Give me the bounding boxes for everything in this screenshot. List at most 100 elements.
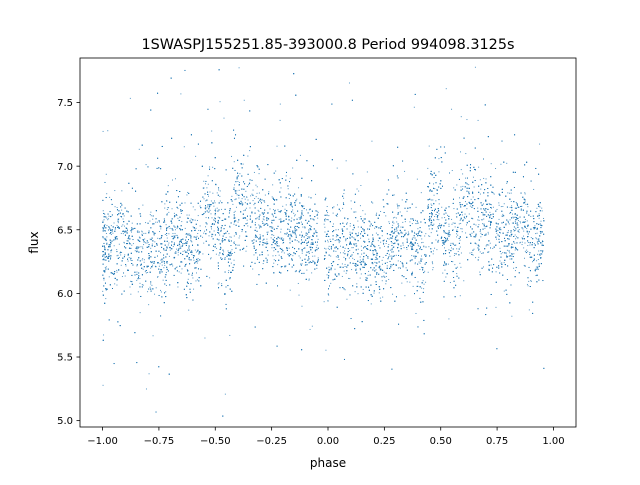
data-point <box>310 242 312 244</box>
data-point <box>342 246 344 248</box>
data-point <box>539 253 541 255</box>
data-point <box>245 190 247 192</box>
data-point <box>213 219 215 221</box>
data-point <box>496 208 498 210</box>
data-point <box>195 155 197 157</box>
data-point <box>184 250 186 252</box>
data-point <box>195 236 197 238</box>
data-point <box>266 219 268 221</box>
data-point <box>406 240 408 242</box>
data-point <box>180 93 182 95</box>
data-point <box>366 171 368 173</box>
data-point <box>509 212 511 214</box>
data-point <box>283 252 285 254</box>
data-point <box>532 261 534 263</box>
data-point <box>275 170 277 172</box>
data-point <box>207 211 209 213</box>
data-point <box>187 191 189 193</box>
data-point <box>378 245 380 247</box>
data-point <box>483 177 485 179</box>
data-point <box>479 193 481 195</box>
data-point <box>316 244 318 246</box>
data-point <box>121 225 123 227</box>
data-point <box>216 207 218 209</box>
data-point <box>277 264 279 266</box>
data-point <box>528 309 530 311</box>
data-point <box>401 199 403 201</box>
data-point <box>500 206 502 208</box>
data-point <box>233 223 235 225</box>
data-point <box>294 271 296 273</box>
data-point <box>188 233 190 235</box>
data-point <box>298 294 300 296</box>
data-point <box>479 179 481 181</box>
data-point <box>353 237 355 239</box>
data-point <box>424 270 426 272</box>
data-point <box>114 190 116 192</box>
data-point <box>412 243 414 245</box>
data-point <box>437 217 439 219</box>
data-point <box>335 229 337 231</box>
data-point <box>460 169 462 171</box>
data-point <box>106 217 108 219</box>
data-point <box>304 264 306 266</box>
data-point <box>339 236 341 238</box>
data-point <box>272 226 274 228</box>
data-point <box>259 234 261 236</box>
data-point <box>103 334 105 336</box>
data-point <box>154 241 156 243</box>
data-point <box>134 250 136 252</box>
data-point <box>501 262 503 264</box>
data-point <box>510 246 512 248</box>
data-point <box>314 255 316 257</box>
data-point <box>541 251 543 253</box>
data-point <box>291 206 293 208</box>
data-point <box>145 232 147 234</box>
data-point <box>456 236 458 238</box>
data-point <box>478 166 480 168</box>
data-point <box>431 174 433 176</box>
data-point <box>301 231 303 233</box>
data-point <box>251 220 253 222</box>
data-point <box>118 243 120 245</box>
data-point <box>238 181 240 183</box>
data-point <box>378 292 380 294</box>
data-point <box>192 226 194 228</box>
data-point <box>131 244 133 246</box>
data-point <box>385 243 387 244</box>
data-point <box>142 284 144 286</box>
data-point <box>227 272 229 274</box>
data-point <box>536 207 538 209</box>
data-point <box>433 183 435 185</box>
data-point <box>334 274 336 276</box>
data-point <box>168 255 170 257</box>
data-point <box>104 224 106 226</box>
data-point <box>214 209 216 211</box>
data-point <box>245 207 247 209</box>
data-point <box>392 221 394 223</box>
data-point <box>267 250 269 252</box>
data-point <box>519 221 521 223</box>
data-point <box>190 239 192 241</box>
data-point <box>428 145 430 147</box>
data-point <box>473 248 475 250</box>
data-point <box>210 258 212 260</box>
data-point <box>279 103 281 105</box>
data-point <box>406 281 408 283</box>
data-point <box>399 211 401 213</box>
data-point <box>314 249 316 251</box>
data-point <box>172 246 174 248</box>
data-point <box>376 226 378 228</box>
data-point <box>214 202 216 204</box>
data-point <box>383 239 385 241</box>
data-point <box>380 269 382 271</box>
data-point <box>144 271 146 273</box>
data-point <box>317 238 319 240</box>
data-point <box>427 271 429 273</box>
data-point <box>145 164 147 166</box>
data-point <box>203 187 205 189</box>
data-point <box>262 239 264 241</box>
data-point <box>460 116 462 118</box>
data-point <box>231 253 233 255</box>
